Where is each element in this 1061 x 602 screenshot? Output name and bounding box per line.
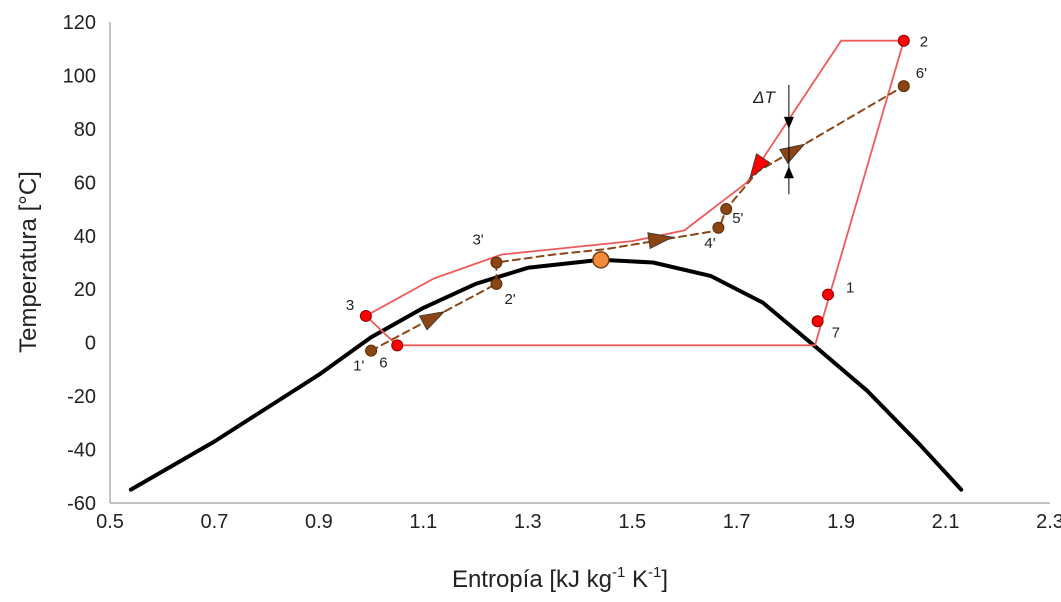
series-layer xyxy=(128,39,964,492)
state-point-label: 7 xyxy=(832,324,840,341)
y-tick-label: -40 xyxy=(67,440,96,462)
y-tick-label: 40 xyxy=(74,226,96,248)
x-tick-label: 1.5 xyxy=(618,511,646,533)
red-cycle-line xyxy=(364,39,905,347)
x-tick-label: 2.1 xyxy=(932,511,960,533)
state-point-red xyxy=(822,288,835,301)
state-point-red xyxy=(359,309,372,322)
x-tick-label: 0.7 xyxy=(201,511,229,533)
state-point-red xyxy=(897,34,910,47)
x-tick-labels: 0.5 0.7 0.9 1.1 1.3 1.5 1.7 1.9 2.1 2.3 xyxy=(96,511,1061,533)
y-tick-label: 100 xyxy=(63,65,96,87)
y-tick-labels: -60 -40 -20 0 20 40 60 80 100 120 xyxy=(63,12,96,515)
y-tick-label: 0 xyxy=(85,333,96,355)
brown-cycle-line xyxy=(370,85,905,352)
x-tick-label: 0.5 xyxy=(96,511,124,533)
x-axis-title: Entropía [kJ kg-1 K-1] xyxy=(452,564,668,593)
delta-t-arrowhead xyxy=(783,166,794,179)
y-tick-label: 80 xyxy=(74,119,96,141)
y-tick-label: -20 xyxy=(67,386,96,408)
state-point-label: 5' xyxy=(732,210,743,227)
x-tick-label: 0.9 xyxy=(305,511,333,533)
state-point-brown xyxy=(490,277,503,290)
x-tick-label: 2.3 xyxy=(1036,511,1061,533)
state-point-brown xyxy=(897,80,910,93)
state-point-label: 2 xyxy=(920,34,928,51)
delta-t-label: ΔT xyxy=(752,88,776,107)
state-point-label: 3' xyxy=(472,232,483,249)
state-point-label: 3 xyxy=(346,297,354,314)
y-tick-label: 120 xyxy=(63,12,96,34)
brown-direction-arrow xyxy=(779,143,806,164)
state-point-brown xyxy=(490,256,503,269)
state-point-brown xyxy=(712,221,725,234)
delta-t-annotation: ΔT xyxy=(752,84,794,195)
critical-point xyxy=(592,251,610,269)
state-point-red xyxy=(391,339,404,352)
x-tick-label: 1.3 xyxy=(514,511,542,533)
red-direction-arrow xyxy=(749,153,771,180)
state-point-label: 1' xyxy=(353,358,364,375)
state-point-red xyxy=(811,315,824,328)
brown-direction-arrow xyxy=(418,311,446,331)
state-point-label: 1 xyxy=(846,280,854,297)
state-points xyxy=(359,34,910,357)
state-point-brown xyxy=(720,203,733,216)
state-point-label: 2' xyxy=(504,291,515,308)
plot-area xyxy=(109,22,1050,504)
delta-t-arrowhead xyxy=(783,116,794,129)
x-tick-label: 1.9 xyxy=(827,511,855,533)
state-point-labels: 1 2 3 6 7 1' 2' 3' 4' 5' 6' xyxy=(346,34,928,375)
saturation-dome-line xyxy=(128,257,964,492)
state-point-label: 4' xyxy=(704,235,715,252)
state-point-label: 6' xyxy=(916,65,927,82)
y-tick-label: 60 xyxy=(74,172,96,194)
state-point-label: 6 xyxy=(379,354,387,371)
x-tick-label: 1.1 xyxy=(409,511,437,533)
y-tick-label: 20 xyxy=(74,279,96,301)
y-tick-label: -60 xyxy=(67,493,96,515)
y-axis-title: Temperatura [°C] xyxy=(15,171,42,353)
direction-arrows xyxy=(418,143,806,331)
state-point-brown xyxy=(365,344,378,357)
x-tick-label: 1.7 xyxy=(723,511,751,533)
brown-direction-arrow xyxy=(647,232,674,250)
